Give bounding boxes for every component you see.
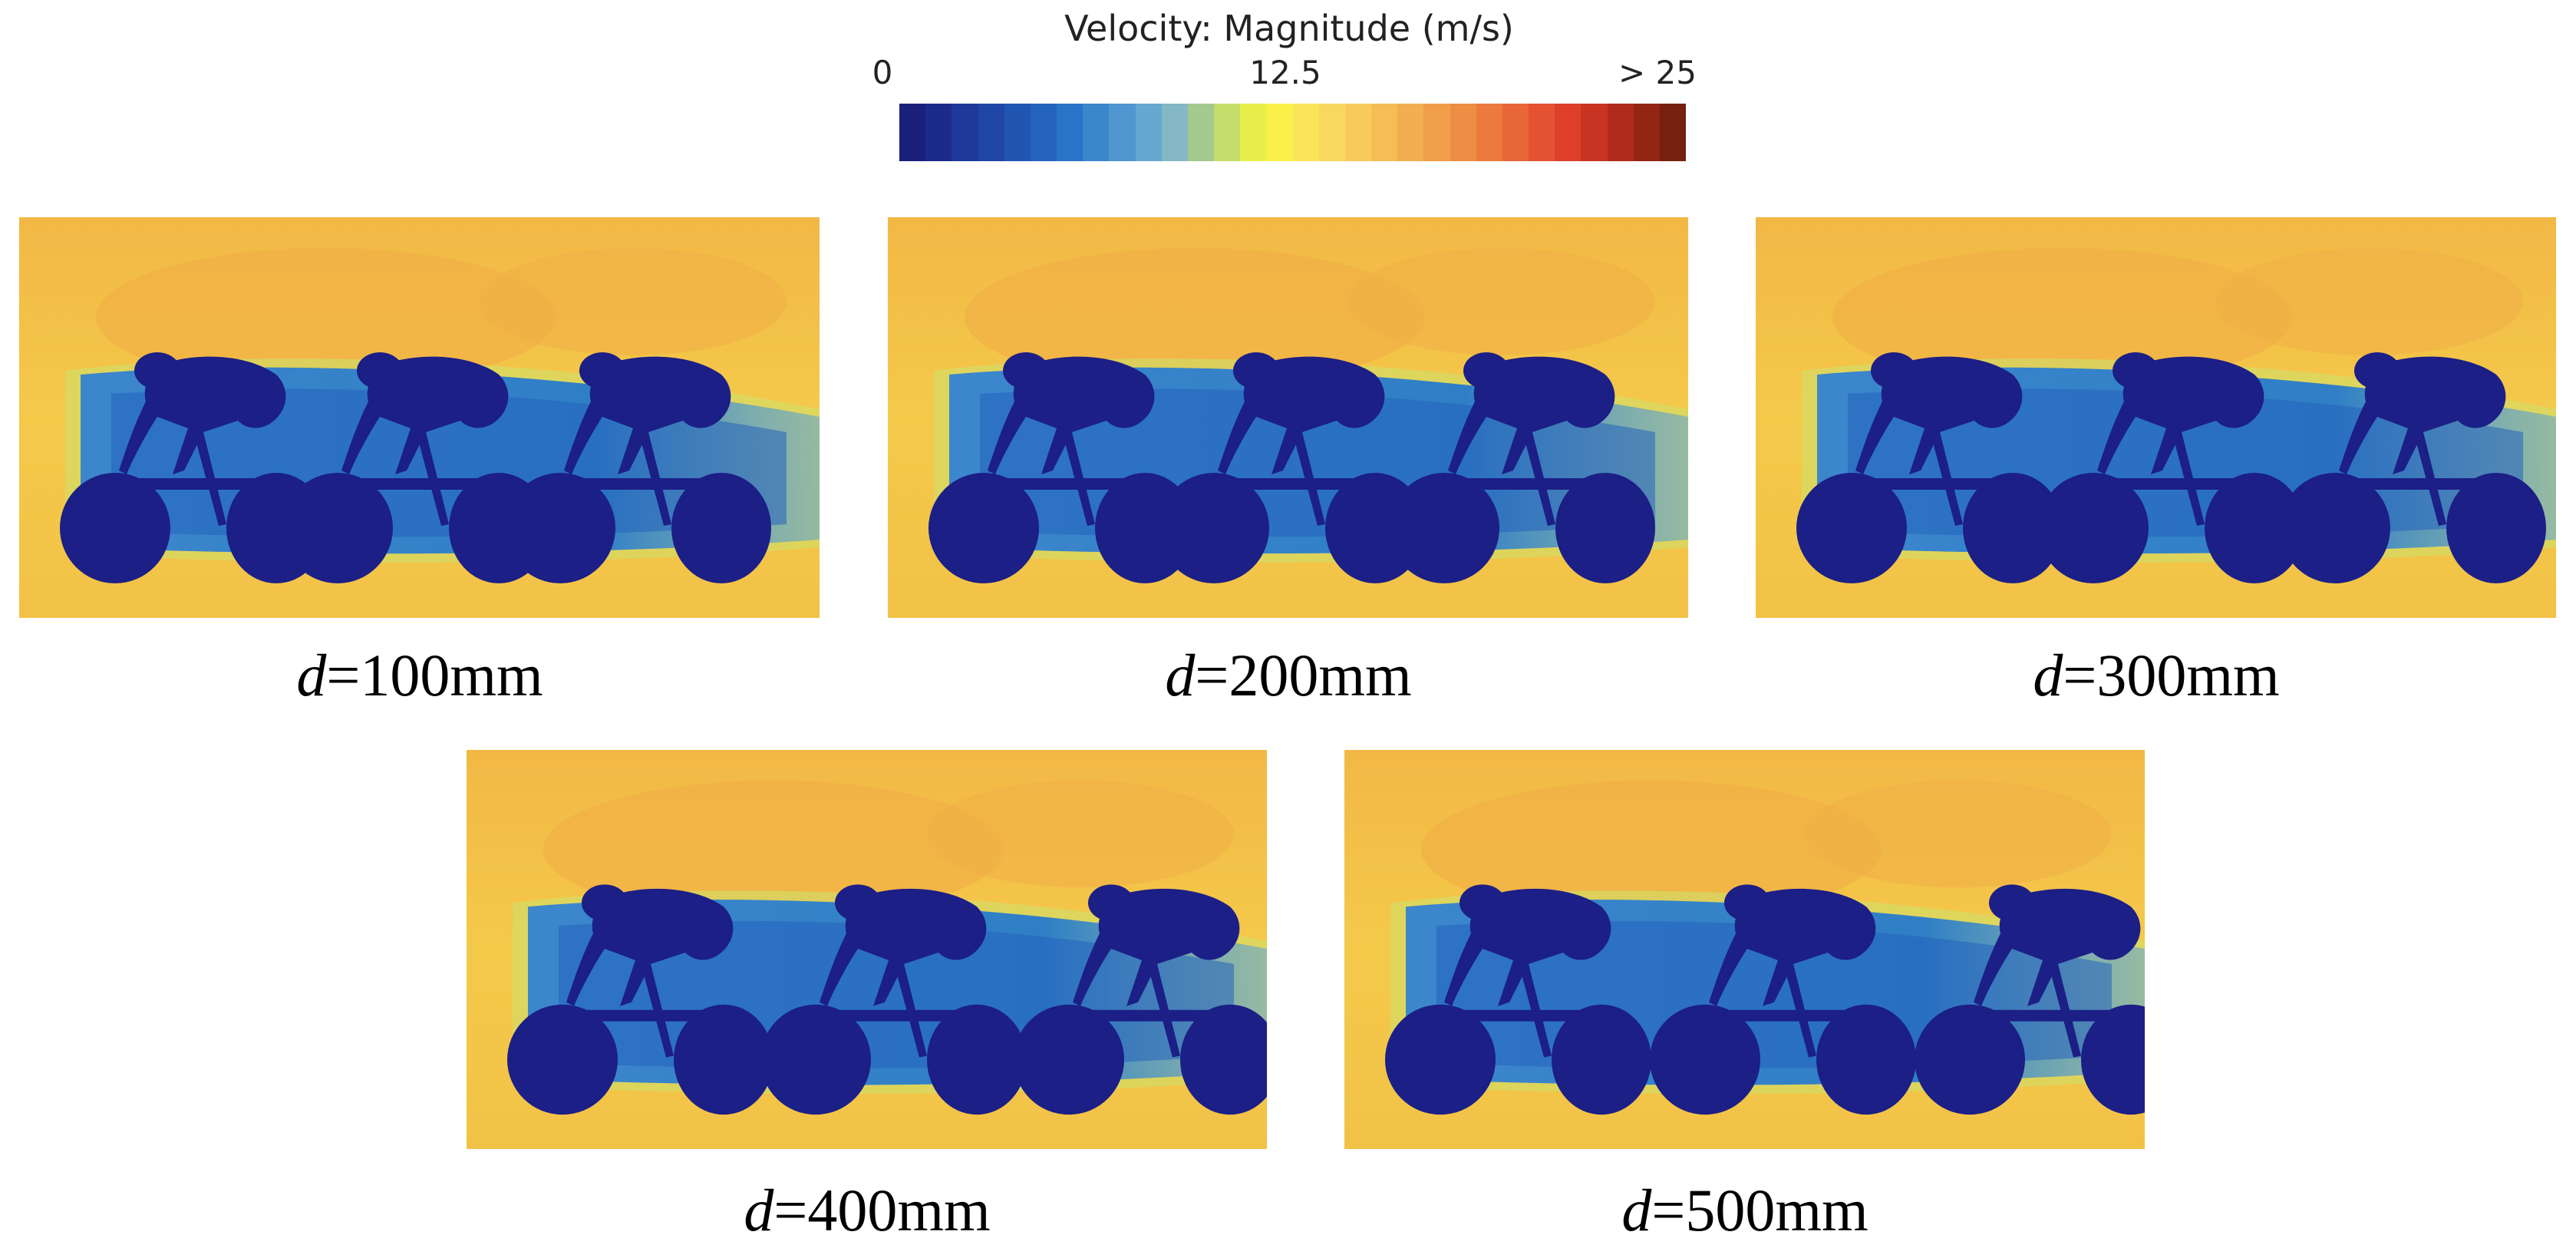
flow-panel-5 xyxy=(1344,750,2145,1149)
colorbar-swatch xyxy=(978,104,1004,161)
velocity-contour xyxy=(1756,217,2556,618)
colorbar-swatch xyxy=(1318,104,1345,161)
panel-caption-3: d=300mm xyxy=(1926,641,2386,710)
colorbar-swatch xyxy=(1423,104,1450,161)
caption-var: d xyxy=(296,642,327,708)
colorbar-min-label: 0 xyxy=(872,54,893,91)
velocity-contour xyxy=(19,217,820,618)
caption-text: =400mm xyxy=(773,1177,991,1243)
colorbar-swatch xyxy=(1266,104,1293,161)
colorbar-swatch xyxy=(1240,104,1267,161)
colorbar-mid-label: 12.5 xyxy=(1249,54,1321,91)
colorbar-swatch xyxy=(1004,104,1031,161)
panel-caption-5: d=500mm xyxy=(1515,1176,1975,1245)
colorbar-swatch xyxy=(1607,104,1634,161)
caption-var: d xyxy=(2033,642,2063,708)
colorbar-swatch xyxy=(1633,104,1660,161)
colorbar-swatch xyxy=(1057,104,1084,161)
caption-text: =300mm xyxy=(2063,642,2280,708)
colorbar-swatch xyxy=(1502,104,1529,161)
colorbar-title: Velocity: Magnitude (m/s) xyxy=(1064,8,1514,49)
colorbar-swatch xyxy=(1292,104,1319,161)
colorbar-swatch xyxy=(1214,104,1241,161)
caption-text: =200mm xyxy=(1195,642,1412,708)
flow-panel-4 xyxy=(467,750,1267,1149)
velocity-contour xyxy=(1344,750,2145,1149)
colorbar-swatch xyxy=(899,104,926,161)
colorbar-swatch xyxy=(1659,104,1687,161)
colorbar-max-label: > 25 xyxy=(1618,54,1697,91)
panel-caption-2: d=200mm xyxy=(1058,641,1519,710)
colorbar-swatch xyxy=(1161,104,1188,161)
panel-caption-4: d=400mm xyxy=(637,1176,1097,1245)
flow-panel-1 xyxy=(19,217,820,618)
velocity-contour xyxy=(467,750,1267,1149)
caption-var: d xyxy=(1621,1177,1652,1243)
colorbar-swatch xyxy=(1397,104,1424,161)
colorbar-swatch xyxy=(1450,104,1476,161)
velocity-contour xyxy=(888,217,1688,618)
colorbar-swatch xyxy=(1371,104,1398,161)
colorbar-swatch xyxy=(1083,104,1110,161)
panel-caption-1: d=100mm xyxy=(190,641,650,710)
caption-text: =500mm xyxy=(1651,1177,1869,1243)
colorbar-swatch xyxy=(1135,104,1162,161)
colorbar-swatch xyxy=(1476,104,1502,161)
colorbar-swatch xyxy=(1109,104,1136,161)
caption-text: =100mm xyxy=(326,642,543,708)
colorbar-swatch xyxy=(1555,104,1582,161)
colorbar-swatch xyxy=(925,104,952,161)
colorbar-swatch xyxy=(1030,104,1057,161)
colorbar-swatch xyxy=(1529,104,1555,161)
flow-panel-2 xyxy=(888,217,1688,618)
colorbar-swatch xyxy=(1187,104,1215,161)
colorbar-swatch xyxy=(1581,104,1608,161)
caption-var: d xyxy=(744,1177,774,1243)
colorbar-swatch xyxy=(952,104,978,161)
caption-var: d xyxy=(1165,642,1196,708)
velocity-colorbar xyxy=(899,104,1687,161)
colorbar-swatch xyxy=(1344,104,1372,161)
flow-panel-3 xyxy=(1756,217,2556,618)
